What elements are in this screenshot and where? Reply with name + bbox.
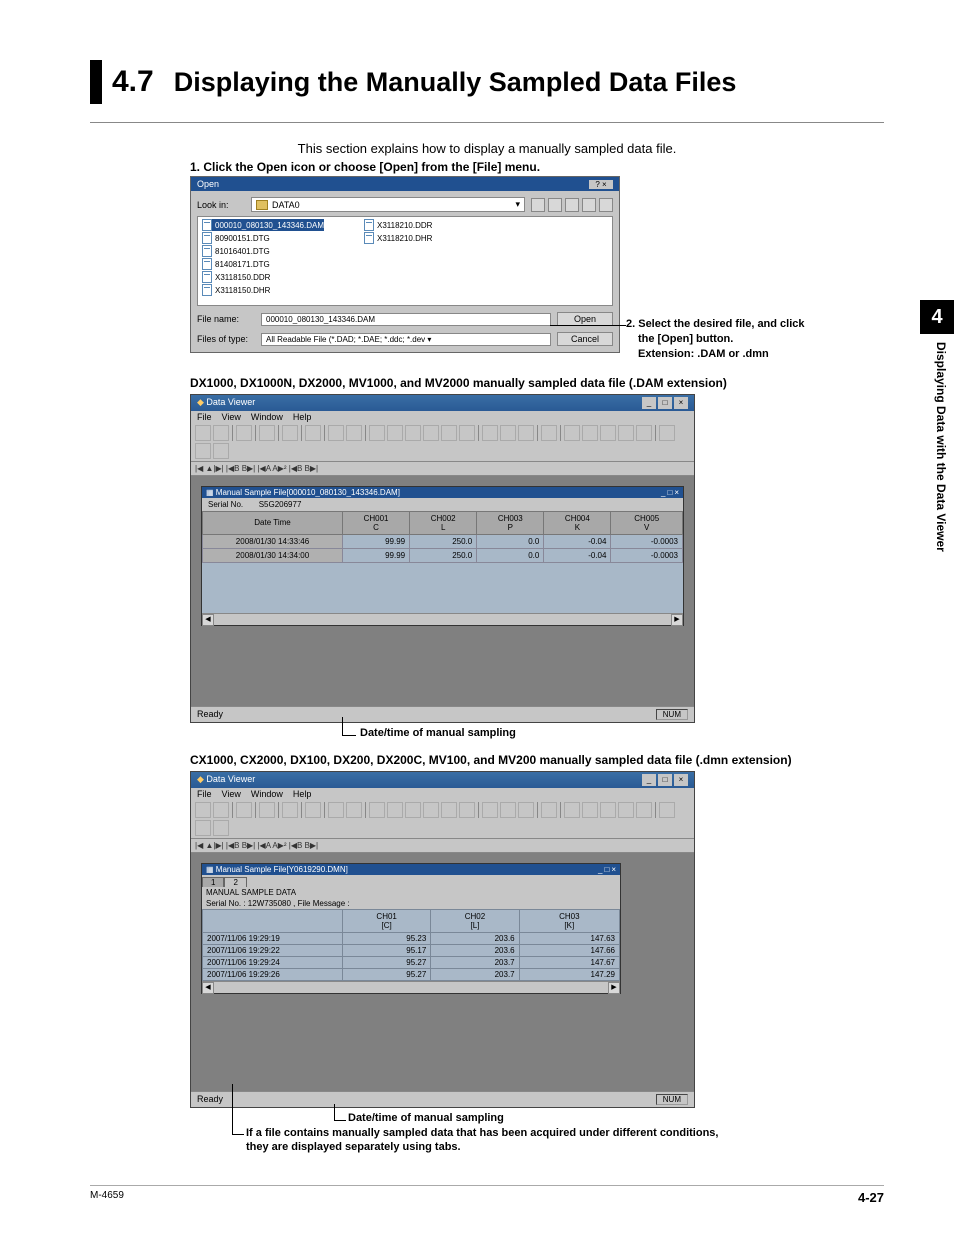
dv1-table: Date Time CH001C CH002L CH003P CH004K CH… xyxy=(202,511,683,563)
dv2-tabs[interactable]: 1 2 xyxy=(202,877,620,887)
filename-input[interactable]: 000010_080130_143346.DAM xyxy=(261,313,551,326)
dv2-menubar[interactable]: FileViewWindowHelp xyxy=(191,788,694,800)
caption-dmn: CX1000, CX2000, DX100, DX200, DX200C, MV… xyxy=(190,753,884,767)
file-icon xyxy=(202,219,212,231)
serial-line: Serial No. : 12W735080 , File Message : xyxy=(202,898,620,909)
tab-1[interactable]: 1 xyxy=(202,877,224,887)
annotation-datetime-2: Date/time of manual sampling xyxy=(348,1112,884,1124)
status-num: NUM xyxy=(656,1094,688,1105)
file-icon xyxy=(202,245,212,257)
page-number: 4-27 xyxy=(858,1190,884,1205)
status-num: NUM xyxy=(656,709,688,720)
dialog-nav-icons[interactable] xyxy=(531,198,613,212)
file-icon xyxy=(202,232,212,244)
tab-2[interactable]: 2 xyxy=(224,877,246,887)
lookin-value: DATA0 xyxy=(272,200,300,210)
page-footer: M-4659 4-27 xyxy=(90,1185,884,1205)
section-number: 4.7 xyxy=(112,65,154,99)
tab-note: If a file contains manually sampled data… xyxy=(246,1126,884,1156)
serial-value: S5G206977 xyxy=(259,500,302,509)
dv2-toolbar[interactable] xyxy=(191,800,694,839)
heading-bar xyxy=(90,60,102,104)
file-icon xyxy=(364,232,374,244)
open-dialog: Open ? × Look in: DATA0 ▾ 000010_080130_… xyxy=(190,176,620,353)
data-viewer-window-2: ◆ Data Viewer _□× FileViewWindowHelp |◀ … xyxy=(190,771,695,1108)
file-icon xyxy=(202,271,212,283)
dv2-table: CH01[C] CH02[L] CH03[K] 2007/11/06 19:29… xyxy=(202,909,620,981)
file-item[interactable]: X3118210.DHR xyxy=(377,234,432,243)
step-2-callout: 2. Select the desired file, and click th… xyxy=(626,317,884,362)
serial-label: Serial No. xyxy=(208,500,243,509)
manual-sample-label: MANUAL SAMPLE DATA xyxy=(202,887,620,898)
file-item[interactable]: 81408171.DTG xyxy=(215,260,270,269)
dv2-inner-title: Manual Sample File[Y0619290.DMN] xyxy=(216,865,348,874)
dv2-navbar[interactable]: |◀ ▲|▶| |◀B B▶| |◀A A▶² |◀B B▶| xyxy=(191,839,694,853)
doc-id: M-4659 xyxy=(90,1190,124,1205)
data-viewer-window-1: ◆ Data Viewer _□× FileViewWindowHelp |◀ … xyxy=(190,394,695,723)
filetype-select[interactable]: All Readable File (*.DAD; *.DAE; *.ddc; … xyxy=(261,333,551,346)
cancel-button[interactable]: Cancel xyxy=(557,332,613,346)
file-item[interactable]: 80900151.DTG xyxy=(215,234,270,243)
inner-scrollbar[interactable]: ◀▶ xyxy=(202,613,683,625)
dv1-navbar[interactable]: |◀ ▲|▶| |◀B B▶| |◀A A▶² |◀B B▶| xyxy=(191,462,694,476)
inner-window-controls[interactable]: _□× xyxy=(661,488,679,497)
file-item[interactable]: X3118210.DDR xyxy=(377,221,432,230)
file-item[interactable]: 000010_080130_143346.DAM xyxy=(215,221,324,230)
dv1-inner-window: ▦ Manual Sample File[000010_080130_14334… xyxy=(201,486,684,626)
intro-text: This section explains how to display a m… xyxy=(90,141,884,156)
window-controls[interactable]: _□× xyxy=(642,774,688,786)
annotation-datetime-1: Date/time of manual sampling xyxy=(360,727,884,739)
dv2-inner-window: ▦ Manual Sample File[Y0619290.DMN] _□× 1… xyxy=(201,863,621,994)
file-item[interactable]: 81016401.DTG xyxy=(215,247,270,256)
open-dialog-titlebar: Open ? × xyxy=(191,177,619,191)
file-item[interactable]: X3118150.DDR xyxy=(215,273,270,282)
status-ready: Ready xyxy=(197,1094,223,1105)
file-icon xyxy=(202,258,212,270)
lookin-label: Look in: xyxy=(197,200,245,210)
file-icon xyxy=(364,219,374,231)
step-1: 1. Click the Open icon or choose [Open] … xyxy=(190,160,884,174)
chapter-side-text: Displaying Data with the Data Viewer xyxy=(934,342,948,602)
dv1-inner-title: Manual Sample File[000010_080130_143346.… xyxy=(216,488,400,497)
open-button[interactable]: Open xyxy=(557,312,613,326)
inner-window-controls[interactable]: _□× xyxy=(598,865,616,874)
section-title: Displaying the Manually Sampled Data Fil… xyxy=(174,67,737,98)
inner-scrollbar[interactable]: ◀▶ xyxy=(202,981,620,993)
lookin-select[interactable]: DATA0 ▾ xyxy=(251,197,525,212)
open-dialog-title: Open xyxy=(197,179,219,189)
chapter-tab: 4 xyxy=(920,300,954,334)
caption-dam: DX1000, DX1000N, DX2000, MV1000, and MV2… xyxy=(190,376,884,390)
window-controls[interactable]: _□× xyxy=(642,397,688,409)
callout-line1: 2. Select the desired file, and click xyxy=(626,317,884,332)
callout-line3: Extension: .DAM or .dmn xyxy=(626,347,884,362)
filename-label: File name: xyxy=(197,314,255,324)
section-heading: 4.7 Displaying the Manually Sampled Data… xyxy=(90,60,884,104)
dv1-title: Data Viewer xyxy=(206,397,255,407)
folder-icon xyxy=(256,200,268,210)
heading-rule xyxy=(90,122,884,123)
status-ready: Ready xyxy=(197,709,223,720)
dv1-toolbar[interactable] xyxy=(191,423,694,462)
open-dialog-close[interactable]: ? × xyxy=(589,180,613,189)
filetype-label: Files of type: xyxy=(197,334,255,344)
dv2-title: Data Viewer xyxy=(206,774,255,784)
dv1-menubar[interactable]: FileViewWindowHelp xyxy=(191,411,694,423)
callout-line2: the [Open] button. xyxy=(626,332,884,347)
file-item[interactable]: X3118150.DHR xyxy=(215,286,270,295)
file-list[interactable]: 000010_080130_143346.DAM 80900151.DTG 81… xyxy=(197,216,613,306)
file-icon xyxy=(202,284,212,296)
